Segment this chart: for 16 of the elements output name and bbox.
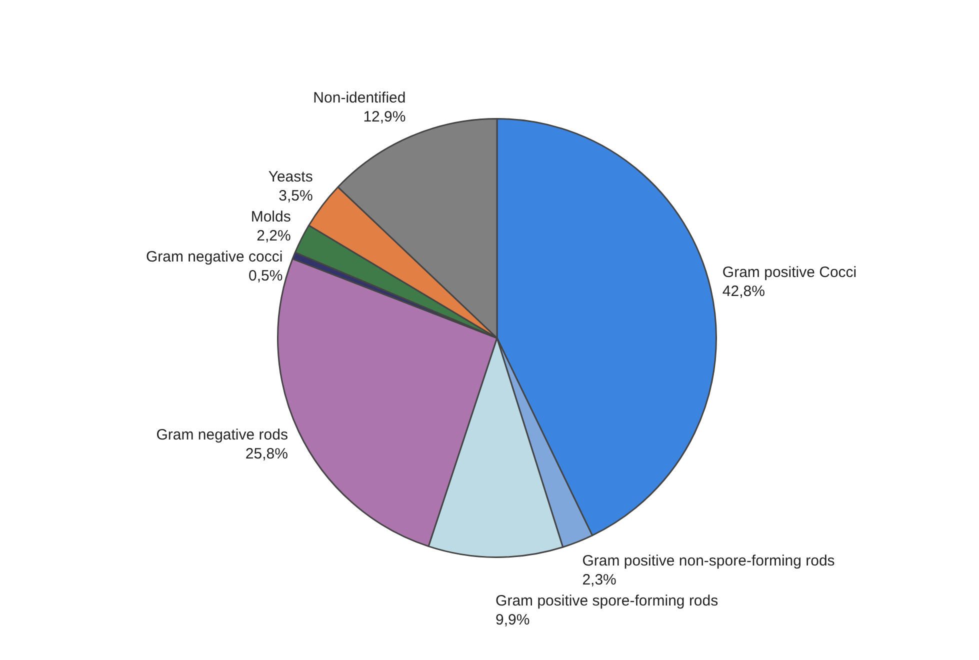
slice-label: Yeasts (268, 168, 313, 186)
slice-label: Gram negative rods (156, 426, 288, 444)
data-label: 9,9% (496, 611, 530, 628)
slice-label: Gram positive spore-forming rods (496, 592, 718, 610)
slice-label: Gram positive non-spore-forming rods (582, 552, 835, 570)
slice-label: Gram positive Cocci (722, 264, 857, 281)
data-label: 12,9% (363, 108, 406, 126)
data-label: 3,5% (278, 187, 313, 204)
data-label: 0,5% (248, 267, 283, 284)
data-label: 42,8% (722, 282, 765, 300)
data-label: 25,8% (245, 446, 288, 463)
slice-label: Non-identified (313, 90, 406, 107)
data-label: 2,3% (582, 571, 616, 588)
slice-label: Molds (250, 208, 291, 226)
data-label: 2,2% (256, 227, 291, 244)
slice-label: Gram negative cocci (146, 248, 283, 266)
